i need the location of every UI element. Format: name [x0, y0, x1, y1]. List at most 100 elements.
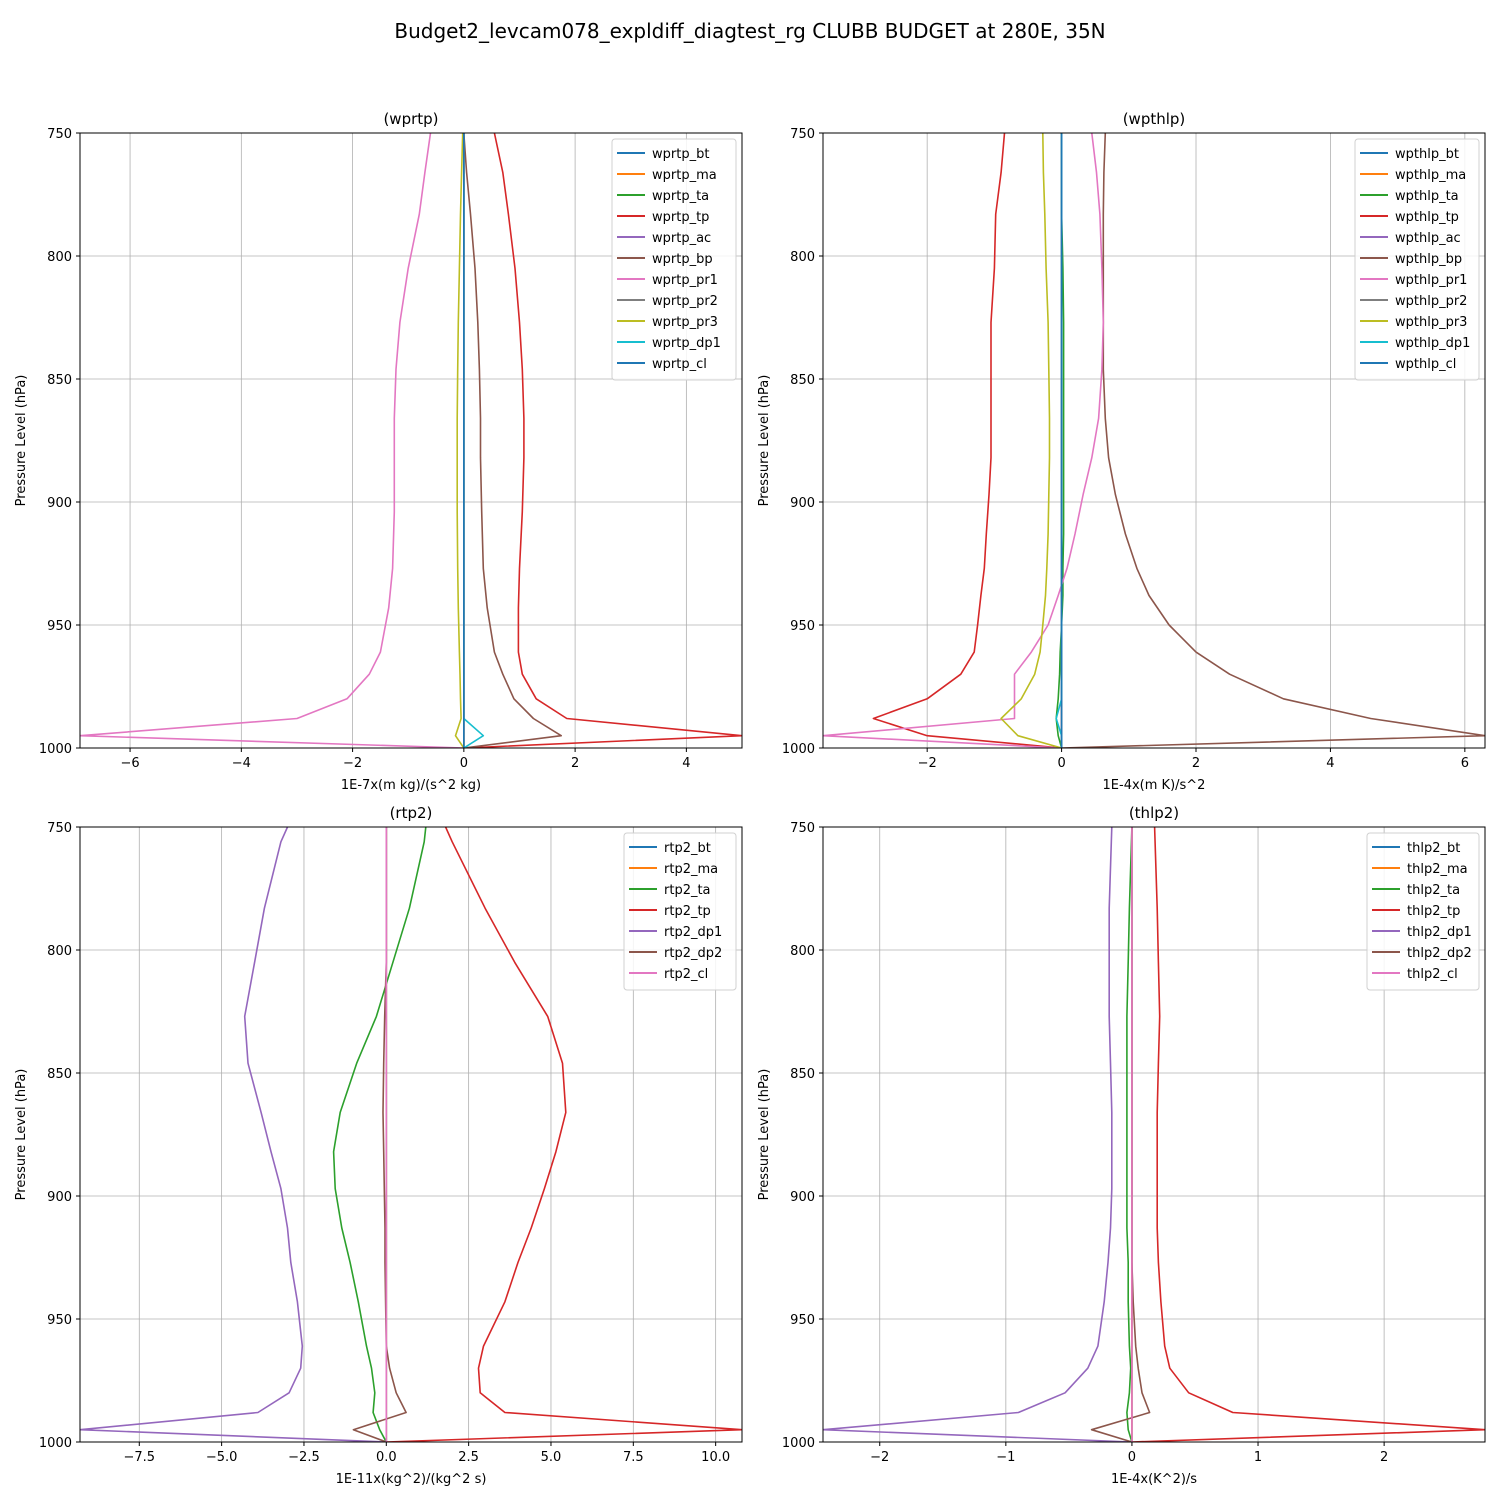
chart-1-legend-label-wprtp_dp1: wprtp_dp1: [652, 336, 721, 351]
chart-4-xtick-label-0: −2: [870, 1450, 889, 1465]
chart-4-frame: [822, 826, 1486, 1443]
chart-3-xlabel: 1E-11x(kg^2)/(kg^2 s): [336, 1472, 487, 1487]
chart-1-legend-label-wprtp_tp: wprtp_tp: [652, 210, 709, 225]
chart-1-legend: wprtp_bt wprtp_ma wprtp_ta wprtp_tp wprtp_ac…: [611, 138, 737, 381]
chart-1-ylabel: Pressure Level (hPa): [14, 375, 29, 507]
chart-2-series-wpthlp_ta: [1055, 133, 1065, 748]
chart-3-legend: rtp2_bt rtp2_ma rtp2_ta rtp2_tp rtp2_dp1 rtp2…: [623, 832, 737, 991]
chart-3-series-rtp2_tp: [386, 827, 742, 1442]
chart-1-legend-label-wprtp_bt: wprtp_bt: [652, 147, 709, 162]
chart-3-ytick-label-4: 950: [47, 1313, 72, 1328]
chart-4-legend-label-thlp2_dp2: thlp2_dp2: [1407, 946, 1472, 961]
chart-4-ytick-label-0: 750: [790, 821, 815, 836]
chart-3-legend-label-rtp2_ma: rtp2_ma: [664, 862, 718, 877]
chart-2-frame: [822, 132, 1486, 749]
chart-2-ylabel: Pressure Level (hPa): [757, 375, 772, 507]
chart-1-ytick-label-4: 950: [47, 619, 72, 634]
chart-4-legend-label-thlp2_ta: thlp2_ta: [1407, 883, 1460, 898]
chart-1-series-wprtp_tp: [463, 133, 742, 748]
chart-1-legend-label-wprtp_bp: wprtp_bp: [652, 252, 713, 267]
chart-2-legend-label-wpthlp_pr3: wpthlp_pr3: [1395, 315, 1467, 330]
chart-2-legend-label-wpthlp_pr2: wpthlp_pr2: [1395, 294, 1467, 309]
chart-2-legend-label-wpthlp_dp1: wpthlp_dp1: [1395, 336, 1470, 351]
chart-2-legend-label-wpthlp_bp: wpthlp_bp: [1395, 252, 1462, 267]
chart-4-legend: thlp2_bt thlp2_ma thlp2_ta thlp2_tp thlp2_dp…: [1366, 832, 1480, 991]
chart-1-frame: [79, 132, 743, 749]
chart-1-legend-label-wprtp_ac: wprtp_ac: [652, 231, 711, 246]
chart-3-legend-label-rtp2_ta: rtp2_ta: [664, 883, 711, 898]
chart-3-legend-label-rtp2_tp: rtp2_tp: [664, 904, 711, 919]
chart-1-legend-label-wprtp_pr2: wprtp_pr2: [652, 294, 718, 309]
chart-3-xtick-label-4: 2.5: [458, 1450, 479, 1465]
chart-2-xtick-label-2: 2: [1192, 756, 1200, 771]
chart-3-ytick-label-2: 850: [47, 1067, 72, 1082]
chart-2-ytick-label-1: 800: [790, 250, 815, 265]
chart-2-title: (wpthlp): [1123, 110, 1186, 128]
chart-2-legend: wpthlp_bt wpthlp_ma wpthlp_ta wpthlp_tpwpth…: [1354, 138, 1480, 381]
chart-4-ylabel: Pressure Level (hPa): [757, 1069, 772, 1201]
chart-3-series-group: [80, 827, 742, 1442]
panels: −6 −4 −2 0 2 4 750 800 850 900 950 1000 (wprtp) 1E-7x…: [14, 110, 1486, 1487]
chart-3-ytick-label-0: 750: [47, 821, 72, 836]
chart-2-ytick-label-3: 900: [790, 496, 815, 511]
chart-1-ytick-label-2: 850: [47, 373, 72, 388]
chart-4-title: (thlp2): [1129, 804, 1179, 822]
chart-1-series-wprtp_pr3: [454, 133, 465, 748]
chart-1-legend-label-wprtp_pr3: wprtp_pr3: [652, 315, 718, 330]
chart-4-legend-label-thlp2_dp1: thlp2_dp1: [1407, 925, 1472, 940]
chart-3-legend-box: [623, 832, 737, 991]
chart-2-legend-label-wpthlp_ac: wpthlp_ac: [1395, 231, 1461, 246]
chart-3-xtick-label-7: 10.0: [701, 1450, 730, 1465]
chart-2-legend-label-wpthlp_ma: wpthlp_ma: [1395, 168, 1466, 183]
chart-3-series-rtp2_ta: [332, 827, 427, 1442]
chart-2-ytick-label-4: 950: [790, 619, 815, 634]
chart-2-ytick-label-5: 1000: [782, 742, 815, 757]
chart-2-series-wpthlp_pr1: [823, 133, 1105, 748]
chart-3-xtick-label-1: −5.0: [206, 1450, 238, 1465]
chart-3-legend-label-rtp2_dp1: rtp2_dp1: [664, 925, 722, 940]
chart-3-legend-label-rtp2_bt: rtp2_bt: [664, 841, 711, 856]
chart-4-series-thlp2_tp: [1131, 827, 1485, 1442]
chart-3-ylabel: Pressure Level (hPa): [14, 1069, 29, 1201]
chart-3-xtick-label-5: 5.0: [541, 1450, 562, 1465]
chart-4-xtick-label-4: 2: [1380, 1450, 1388, 1465]
chart-2-ytick-label-0: 750: [790, 127, 815, 142]
chart-4-legend-label-thlp2_tp: thlp2_tp: [1407, 904, 1460, 919]
chart-1-xtick-label-3: 0: [460, 756, 468, 771]
chart-1-legend-label-wprtp_cl: wprtp_cl: [652, 357, 707, 372]
chart-4-series-thlp2_dp1: [823, 827, 1132, 1442]
chart-1-ytick-label-1: 800: [47, 250, 72, 265]
chart-3-xtick-label-6: 7.5: [623, 1450, 644, 1465]
chart-1-ytick-label-0: 750: [47, 127, 72, 142]
chart-1-legend-label-wprtp_ma: wprtp_ma: [652, 168, 717, 183]
chart-4-ytick-label-2: 850: [790, 1067, 815, 1082]
chart-3-legend-label-rtp2_cl: rtp2_cl: [664, 967, 708, 982]
chart-2-xlabel: 1E-4x(m K)/s^2: [1103, 778, 1206, 793]
chart-3-series-rtp2_dp1: [80, 827, 387, 1442]
chart-4-ytick-label-1: 800: [790, 944, 815, 959]
chart-3-ytick-label-3: 900: [47, 1190, 72, 1205]
chart-3-xtick-label-2: −2.5: [288, 1450, 320, 1465]
chart-4-legend-box: [1366, 832, 1480, 991]
chart-1-title: (wprtp): [383, 110, 438, 128]
chart-2-legend-label-wpthlp_ta: wpthlp_ta: [1395, 189, 1459, 204]
chart-4-xtick-label-1: −1: [996, 1450, 1015, 1465]
chart-3: −7.5 −5.0 −2.5 0.0 2.5 5.0 7.5 10.0 750 800 850 900…: [14, 804, 743, 1487]
chart-2-legend-label-wpthlp_tp: wpthlp_tp: [1395, 210, 1459, 225]
chart-1-xtick-label-2: −2: [343, 756, 362, 771]
chart-1-legend-label-wprtp_ta: wprtp_ta: [652, 189, 709, 204]
chart-4-xtick-label-3: 1: [1254, 1450, 1262, 1465]
chart-3-xtick-label-0: −7.5: [123, 1450, 155, 1465]
chart-4-legend-label-thlp2_cl: thlp2_cl: [1407, 967, 1458, 982]
chart-4-series-thlp2_ta: [1126, 827, 1133, 1442]
chart-1-xtick-label-4: 2: [571, 756, 579, 771]
chart-4-legend-label-thlp2_ma: thlp2_ma: [1407, 862, 1468, 877]
figure-suptitle: Budget2_levcam078_expldiff_diagtest_rg C…: [394, 19, 1105, 43]
chart-2-ytick-label-2: 850: [790, 373, 815, 388]
chart-4-ytick-label-4: 950: [790, 1313, 815, 1328]
chart-2-xtick-label-4: 6: [1461, 756, 1469, 771]
chart-3-xtick-label-3: 0.0: [376, 1450, 397, 1465]
chart-3-ytick-label-5: 1000: [39, 1436, 72, 1451]
